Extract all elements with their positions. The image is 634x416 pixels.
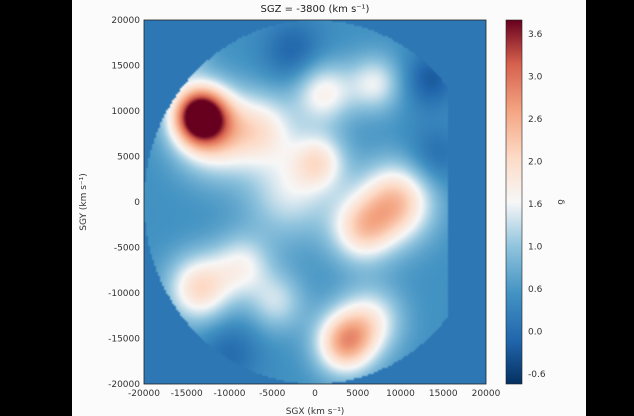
- y-tick-label: 15000: [111, 62, 140, 72]
- x-tick-label: 10000: [386, 389, 415, 399]
- colorbar-tick-label: 0.0: [528, 328, 543, 338]
- colorbar-tick-label: -0.6: [528, 370, 546, 380]
- colorbar-tick-label: 0.6: [528, 285, 543, 295]
- density-slice-plot: SGZ = -3800 (km s⁻¹) -20000 -15000 -10000-…: [79, 4, 565, 416]
- colorbar-tick-label: 3.0: [528, 73, 543, 83]
- colorbar: [505, 19, 523, 385]
- y-tick-label: -15000: [108, 335, 140, 345]
- x-tick-label: -15000: [171, 389, 203, 399]
- y-tick-label: 10000: [111, 107, 140, 117]
- y-tick-labels: 20000 15000 10000 5000 0 -5000 -10000 -15000 -20…: [108, 16, 140, 390]
- x-tick-labels: -20000 -15000 -10000 -5000 0 5000 10000 15000 20…: [128, 389, 501, 399]
- x-tick-label: 20000: [472, 389, 501, 399]
- density-heatmap: [144, 20, 486, 384]
- colorbar-tick-label: 2.6: [528, 115, 543, 125]
- x-axis-label: SGX (km s⁻¹): [286, 407, 345, 416]
- colorbar-tick-label: 1.6: [528, 200, 543, 210]
- x-tick-label: 15000: [429, 389, 458, 399]
- colorbar-tick-label: 1.0: [528, 243, 543, 253]
- y-tick-label: 5000: [117, 153, 140, 163]
- x-tick-label: 5000: [346, 389, 369, 399]
- figure: SGZ = -3800 (km s⁻¹) -20000 -15000 -10000-…: [72, 0, 586, 416]
- y-tick-label: 0: [134, 198, 140, 208]
- x-tick-label: -10000: [214, 389, 246, 399]
- y-tick-label: -5000: [114, 244, 140, 254]
- y-axis-label: SGY (km s⁻¹): [79, 173, 89, 231]
- y-tick-label: -20000: [108, 380, 140, 390]
- x-tick-label: -5000: [259, 389, 285, 399]
- y-tick-label: -10000: [108, 289, 140, 299]
- colorbar-label: δ: [555, 199, 565, 205]
- x-tick-label: 0: [312, 389, 318, 399]
- x-tick-label: -20000: [128, 389, 160, 399]
- colorbar-tick-label: 2.0: [528, 158, 543, 168]
- y-tick-label: 20000: [111, 16, 140, 26]
- colorbar-tick-labels: 3.6 3.0 2.6 2.0 1.6 1.0 0.6 0.0 -0.6: [528, 30, 546, 380]
- colorbar-tick-label: 3.6: [528, 30, 543, 40]
- chart-title: SGZ = -3800 (km s⁻¹): [261, 4, 370, 15]
- plot-area-frame: [143, 19, 487, 385]
